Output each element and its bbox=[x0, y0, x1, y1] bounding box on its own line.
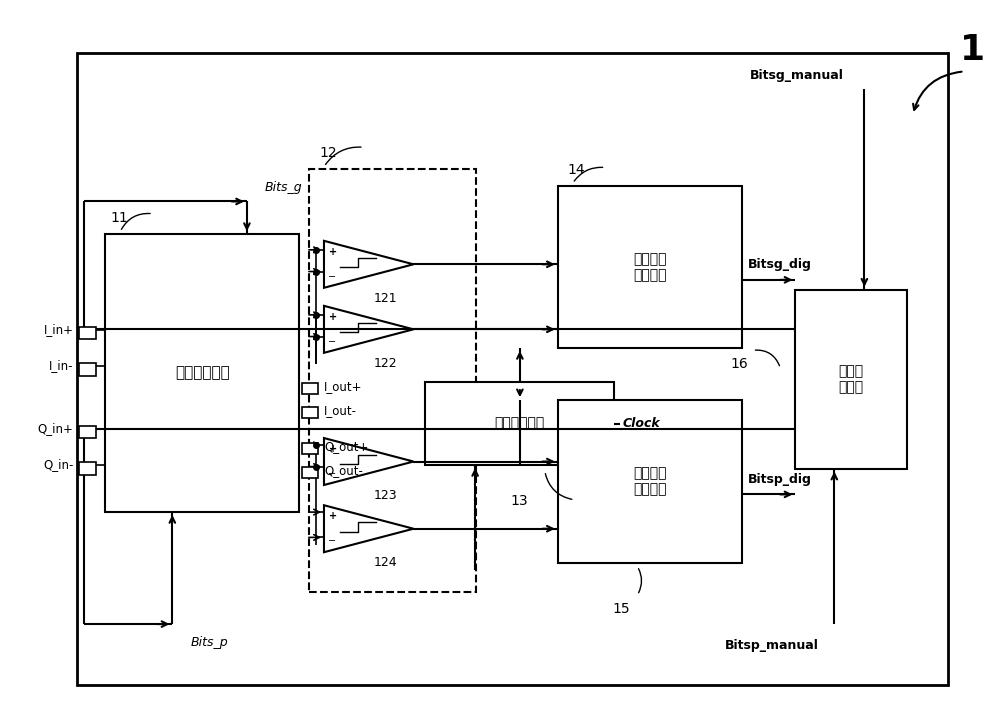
Text: +: + bbox=[329, 247, 337, 257]
Text: −: − bbox=[328, 470, 336, 479]
Text: 1: 1 bbox=[960, 33, 985, 67]
Text: I_in+: I_in+ bbox=[43, 323, 73, 336]
Text: +: + bbox=[329, 312, 337, 322]
Text: 15: 15 bbox=[612, 602, 630, 617]
Text: +: + bbox=[329, 511, 337, 521]
Text: 124: 124 bbox=[374, 556, 397, 569]
Text: I_out+: I_out+ bbox=[324, 380, 362, 393]
Text: Q_in-: Q_in- bbox=[43, 459, 73, 471]
Text: 13: 13 bbox=[510, 494, 528, 508]
Text: Q_out-: Q_out- bbox=[324, 464, 363, 477]
Text: Q_in+: Q_in+ bbox=[38, 422, 73, 435]
Text: Bitsg_dig: Bitsg_dig bbox=[748, 258, 811, 271]
Text: 增益误差
检测模块: 增益误差 检测模块 bbox=[633, 252, 666, 282]
Bar bbox=[558, 400, 742, 563]
Text: −: − bbox=[328, 272, 336, 282]
Text: 相位误差
检测模块: 相位误差 检测模块 bbox=[633, 467, 666, 496]
Text: I_out-: I_out- bbox=[324, 404, 357, 416]
Text: Bitsg_manual: Bitsg_manual bbox=[750, 69, 844, 82]
Text: −: − bbox=[328, 337, 336, 347]
Bar bbox=[302, 443, 318, 454]
Text: 时钟综合模块: 时钟综合模块 bbox=[495, 416, 545, 430]
Bar bbox=[425, 382, 614, 465]
Text: +: + bbox=[329, 444, 337, 454]
Bar bbox=[79, 462, 96, 475]
Text: −: − bbox=[328, 537, 336, 547]
Text: 镜像抑制模块: 镜像抑制模块 bbox=[175, 365, 230, 381]
Text: 16: 16 bbox=[731, 357, 748, 371]
Text: Clock: Clock bbox=[622, 417, 660, 430]
Bar bbox=[795, 290, 907, 469]
Bar bbox=[79, 327, 96, 339]
Text: 122: 122 bbox=[374, 357, 397, 370]
Text: 14: 14 bbox=[568, 163, 585, 177]
Text: Bitsp_dig: Bitsp_dig bbox=[748, 472, 811, 486]
Bar bbox=[558, 186, 742, 348]
Bar bbox=[302, 383, 318, 395]
Text: Bits_g: Bits_g bbox=[265, 181, 302, 194]
Text: 121: 121 bbox=[374, 292, 397, 305]
Text: 12: 12 bbox=[319, 146, 337, 160]
Text: 123: 123 bbox=[374, 489, 397, 502]
Bar bbox=[79, 363, 96, 376]
Bar bbox=[302, 467, 318, 478]
Text: Bitsp_manual: Bitsp_manual bbox=[725, 638, 819, 652]
Text: 11: 11 bbox=[110, 211, 128, 225]
Text: I_in-: I_in- bbox=[49, 360, 73, 372]
Bar bbox=[79, 426, 96, 438]
Text: 双选开
关模块: 双选开 关模块 bbox=[838, 364, 864, 395]
Text: Bits_p: Bits_p bbox=[190, 636, 228, 649]
Text: Q_out+: Q_out+ bbox=[324, 440, 368, 453]
Bar bbox=[105, 234, 299, 512]
Bar bbox=[77, 53, 948, 686]
Bar bbox=[309, 169, 476, 592]
Bar bbox=[302, 407, 318, 418]
